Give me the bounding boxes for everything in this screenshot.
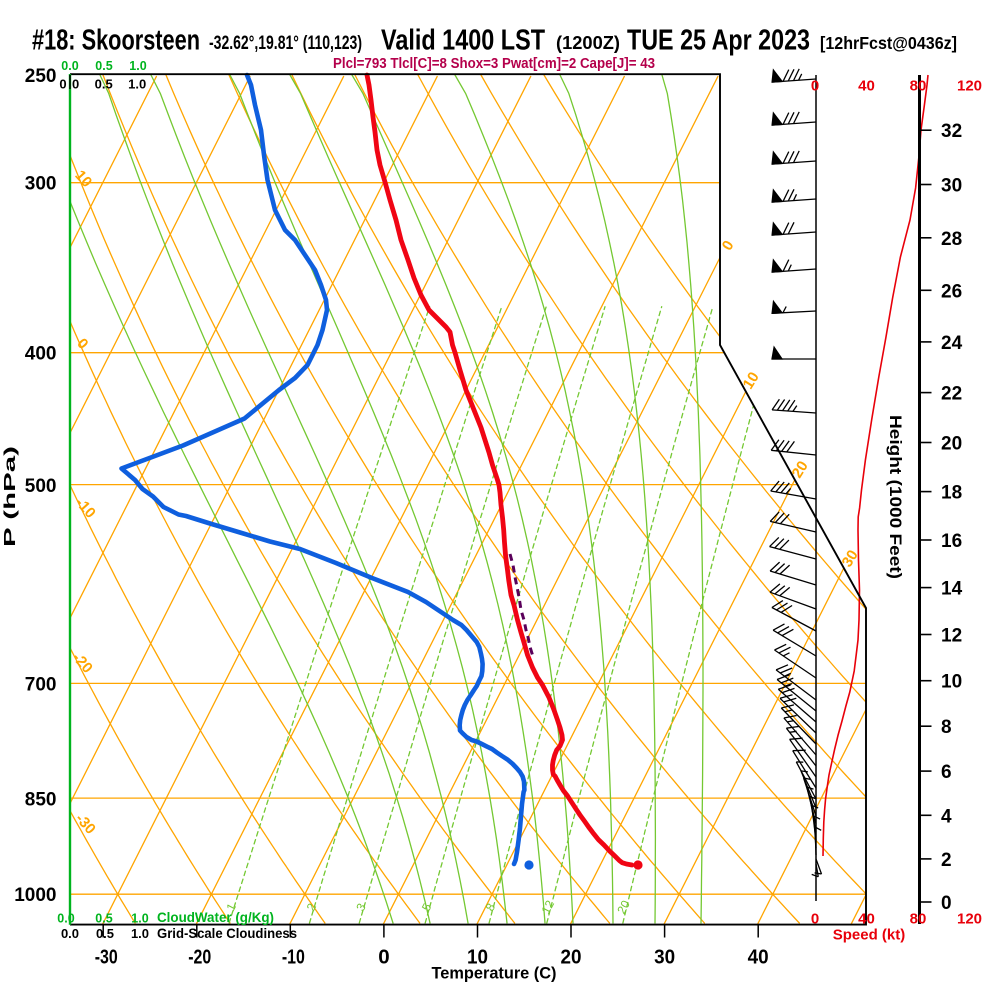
svg-text:10: 10 [941, 672, 962, 693]
svg-text:Speed (kt): Speed (kt) [833, 927, 906, 944]
svg-text:400: 400 [25, 344, 57, 365]
svg-text:-20: -20 [188, 946, 211, 969]
svg-text:1.0: 1.0 [131, 912, 148, 926]
svg-text:26: 26 [941, 281, 962, 302]
svg-text:0: 0 [941, 893, 952, 914]
svg-text:2: 2 [941, 850, 952, 871]
svg-text:0.5: 0.5 [95, 912, 112, 926]
svg-text:120: 120 [957, 78, 982, 95]
svg-text:20: 20 [941, 434, 962, 455]
svg-text:8: 8 [483, 901, 499, 914]
svg-text:10: 10 [71, 167, 95, 191]
svg-text:0: 0 [72, 77, 79, 92]
svg-text:0.5: 0.5 [95, 77, 113, 92]
svg-text:10: 10 [740, 369, 763, 392]
svg-text:1.0: 1.0 [131, 926, 149, 941]
svg-text:TUE 25 Apr 2023: TUE 25 Apr 2023 [627, 25, 810, 57]
svg-text:(1200Z): (1200Z) [556, 33, 620, 53]
svg-text:0.5: 0.5 [96, 926, 114, 941]
svg-text:5: 5 [419, 901, 435, 914]
svg-text:8: 8 [941, 717, 952, 738]
svg-text:40: 40 [858, 911, 875, 928]
svg-text:P (hPa): P (hPa) [2, 446, 19, 547]
svg-text:-30: -30 [95, 946, 118, 969]
svg-text:-30: -30 [72, 810, 99, 837]
svg-text:20: 20 [789, 458, 812, 481]
svg-text:16: 16 [941, 531, 962, 552]
svg-text:1000: 1000 [14, 885, 56, 906]
svg-text:40: 40 [748, 946, 769, 969]
svg-text:-32.62°,19.81° (110,123): -32.62°,19.81° (110,123) [209, 33, 362, 54]
svg-text:20: 20 [561, 946, 582, 969]
svg-text:0: 0 [811, 78, 819, 95]
svg-text:Grid-Scale Cloudiness: Grid-Scale Cloudiness [157, 926, 297, 941]
svg-text:24: 24 [941, 333, 963, 354]
svg-text:2: 2 [304, 901, 320, 914]
svg-text:120: 120 [957, 911, 982, 928]
svg-text:10: 10 [467, 946, 488, 969]
svg-text:40: 40 [858, 78, 875, 95]
svg-text:700: 700 [25, 674, 57, 695]
svg-text:4: 4 [941, 806, 952, 827]
svg-text:#18: Skoorsteen: #18: Skoorsteen [32, 25, 200, 57]
svg-text:[12hrFcst@0436z]: [12hrFcst@0436z] [820, 33, 957, 53]
svg-text:20: 20 [614, 898, 633, 917]
svg-text:6: 6 [941, 762, 952, 783]
svg-text:1.0: 1.0 [129, 59, 146, 73]
svg-text:CloudWater (g/Kg): CloudWater (g/Kg) [157, 910, 274, 925]
svg-text:32: 32 [941, 121, 962, 142]
svg-text:28: 28 [941, 229, 962, 250]
svg-text:1.0: 1.0 [128, 77, 146, 92]
svg-text:3: 3 [353, 901, 369, 914]
svg-text:250: 250 [25, 66, 57, 87]
svg-text:12: 12 [539, 898, 558, 917]
svg-text:18: 18 [941, 483, 962, 504]
svg-text:0: 0 [719, 238, 738, 254]
svg-text:0: 0 [59, 77, 66, 92]
svg-text:Height (1000 Feet): Height (1000 Feet) [886, 415, 905, 579]
svg-text:0: 0 [378, 946, 389, 969]
svg-text:0.0: 0.0 [61, 59, 78, 73]
svg-text:300: 300 [25, 174, 57, 195]
svg-text:500: 500 [25, 476, 57, 497]
svg-text:Plcl=793 Tlcl[C]=8 Shox=3 Pwat: Plcl=793 Tlcl[C]=8 Shox=3 Pwat[cm]=2 Cap… [333, 56, 655, 72]
svg-text:Temperature (C): Temperature (C) [432, 964, 557, 983]
svg-text:14: 14 [941, 579, 963, 600]
svg-text:0: 0 [811, 911, 819, 928]
svg-text:80: 80 [910, 78, 927, 95]
svg-text:850: 850 [25, 790, 57, 811]
svg-text:22: 22 [941, 384, 962, 405]
svg-text:30: 30 [941, 175, 962, 196]
svg-text:12: 12 [941, 626, 962, 647]
svg-text:0.5: 0.5 [95, 59, 112, 73]
svg-text:Valid 1400 LST: Valid 1400 LST [381, 25, 545, 57]
svg-text:0.0: 0.0 [57, 912, 74, 926]
svg-text:0.0: 0.0 [61, 926, 79, 941]
svg-text:80: 80 [910, 911, 927, 928]
svg-text:30: 30 [839, 547, 862, 570]
svg-text:-10: -10 [282, 946, 305, 969]
svg-text:30: 30 [654, 946, 675, 969]
